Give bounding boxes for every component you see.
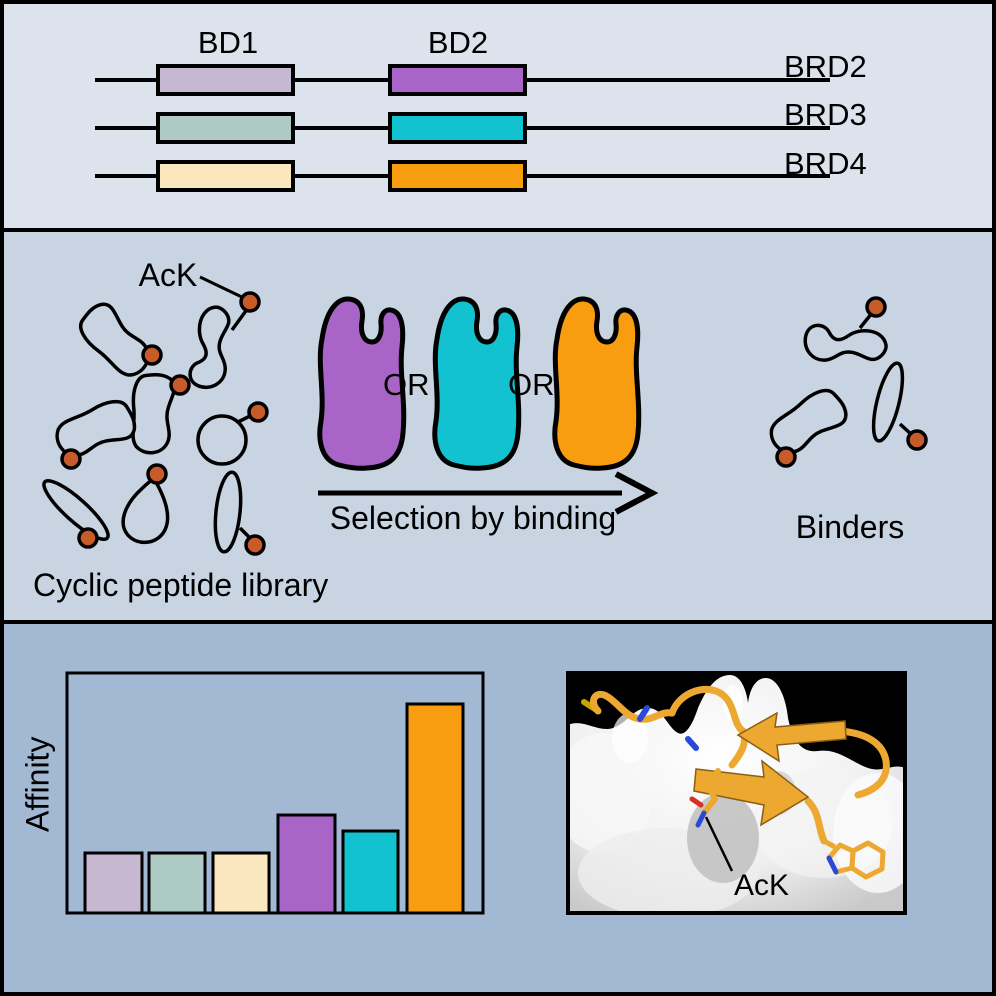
brd3-bd2-protein-blob <box>435 299 519 468</box>
brd4-bd1-box <box>156 160 295 192</box>
indole-nitrogen-stick <box>826 855 839 875</box>
brd3-label: BRD3 <box>784 97 867 132</box>
brd3-bd2-box <box>388 112 527 144</box>
brd4-label: BRD4 <box>784 146 867 181</box>
library-peptide <box>196 401 269 466</box>
or-label-1: OR <box>383 367 430 402</box>
brd4-track <box>95 160 830 192</box>
ack-dot-icon <box>865 296 887 318</box>
panel-domain-diagram: BD1 BD2 BRD2 BRD3 BRD4 <box>4 4 992 228</box>
selection-by-binding-label: Selection by binding <box>329 500 617 536</box>
beta-strand-arrow <box>736 711 847 763</box>
ack-dot-icon <box>239 291 261 313</box>
selection-scheme-svg <box>42 275 928 556</box>
peptide-loop <box>668 685 749 769</box>
brd3-track <box>95 112 830 144</box>
brd4-bd2-protein-blob <box>555 299 639 468</box>
library-peptide <box>49 395 141 470</box>
library-peptide <box>124 370 191 457</box>
ack-dot-icon <box>146 463 168 485</box>
bar-brd4-bd1 <box>211 851 271 915</box>
binder-peptide <box>871 361 928 451</box>
or-label-2: OR <box>508 367 555 402</box>
domain-diagram-svg <box>95 64 830 192</box>
ack-dot-icon <box>169 374 191 396</box>
nitrogen-stick <box>685 736 699 751</box>
nitrogen-stick <box>695 810 707 828</box>
ack-dot-icon <box>906 429 928 451</box>
bait-proteins <box>320 299 639 468</box>
cyclic-peptide-structure <box>581 685 890 880</box>
bar-brd4-bd2 <box>405 702 465 915</box>
affinity-bar-chart <box>65 671 485 915</box>
ack-dot-icon <box>244 534 266 556</box>
brd2-bd1-box <box>156 64 295 96</box>
oxygen-stick <box>689 796 704 808</box>
beta-strand-arrow <box>693 759 810 827</box>
structure-ack-label: AcK <box>734 869 789 902</box>
structure-frame <box>566 671 907 915</box>
bar-brd3-bd1 <box>147 851 207 915</box>
ack-dot-icon <box>60 448 82 470</box>
bar-brd3-bd2 <box>341 829 400 915</box>
ack-sidechain <box>701 768 721 816</box>
cyclic-peptide-library <box>42 291 269 556</box>
selection-arrow <box>318 471 659 515</box>
brd2-bd2-box <box>388 64 527 96</box>
panel-results: AcK Affinity <box>4 620 992 992</box>
chart-frame <box>65 671 485 915</box>
bar-brd2-bd1 <box>83 851 144 915</box>
panel-selection-scheme: AcK OR OR Selection by binding Cyclic pe… <box>4 228 992 624</box>
bd1-column-label: BD1 <box>197 25 259 60</box>
peptide-loop <box>590 690 676 723</box>
brd3-bd1-box <box>156 112 295 144</box>
brd2-track <box>95 64 830 96</box>
library-peptide <box>72 296 163 387</box>
binders-group <box>761 296 928 468</box>
peptide-loop <box>836 727 890 799</box>
ack-dot-icon <box>141 344 163 366</box>
ack-label: AcK <box>138 257 198 293</box>
nitrogen-stick <box>637 705 650 722</box>
results-svg: AcK <box>65 671 907 915</box>
binders-label: Binders <box>795 509 905 545</box>
binder-peptide <box>761 382 854 468</box>
structure-ack-pointer-line <box>704 816 734 872</box>
peptide-loop <box>804 797 828 845</box>
library-peptide <box>213 470 266 556</box>
binder-peptide <box>800 296 891 373</box>
ack-dot-icon <box>77 527 99 549</box>
ack-dot-icon <box>247 401 269 423</box>
library-peptide <box>42 478 110 549</box>
affinity-axis-label: Affinity <box>19 736 56 833</box>
brd4-bd2-box <box>388 160 527 192</box>
cyclic-peptide-library-label: Cyclic peptide library <box>33 567 329 603</box>
library-peptide <box>118 463 177 548</box>
library-peptide <box>182 291 261 394</box>
ack-dot-icon <box>775 446 797 468</box>
arrow-head-icon <box>614 471 659 515</box>
bd2-column-label: BD2 <box>427 25 489 60</box>
bar-brd2-bd2 <box>276 813 337 915</box>
brd2-label: BRD2 <box>784 49 867 84</box>
ack-pointer-line <box>199 275 247 301</box>
structure-image: AcK <box>566 671 907 915</box>
